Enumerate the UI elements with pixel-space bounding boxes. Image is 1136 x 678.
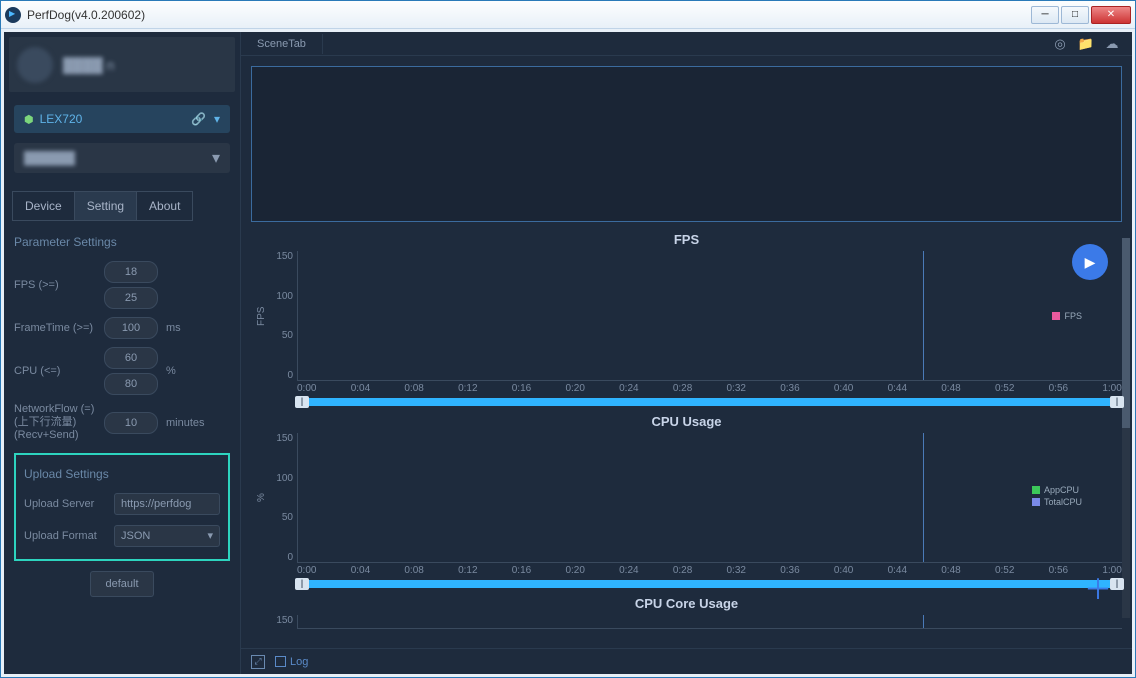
cpu-chart: CPU Usage % 150 100 50 0 AppCPU: [251, 414, 1122, 588]
bottom-bar: ⤢ Log: [241, 648, 1132, 674]
slider-handle-left[interactable]: ║: [295, 396, 309, 408]
cpu-slider[interactable]: ║ ║: [297, 580, 1122, 588]
fps-label: FPS (>=): [14, 279, 104, 291]
parameter-settings-title: Parameter Settings: [14, 235, 230, 249]
sidebar-tabs: Device Setting About: [12, 191, 232, 221]
link-icon: 🔗: [191, 112, 206, 126]
avatar-icon: [17, 47, 53, 83]
app-selector[interactable]: ██████ ▾: [14, 143, 230, 173]
upload-format-label: Upload Format: [24, 530, 114, 542]
app-body: ████ n ⬢ LEX720 🔗 ▾ ██████ ▾ Device Sett…: [1, 29, 1135, 677]
default-button[interactable]: default: [90, 571, 153, 597]
tab-setting[interactable]: Setting: [74, 191, 137, 221]
cpu-input-1[interactable]: [104, 347, 158, 369]
folder-icon[interactable]: 📁: [1078, 36, 1094, 52]
location-icon[interactable]: ◎: [1052, 36, 1068, 52]
upload-format-row: Upload Format JSON ▾: [24, 525, 220, 547]
cpu-yticks: 150 100 50 0: [267, 433, 297, 563]
core-plot[interactable]: [297, 615, 1122, 629]
add-chart-button[interactable]: ＋: [1084, 568, 1112, 608]
fps-input-1[interactable]: [104, 261, 158, 283]
slider-handle-right[interactable]: ║: [1110, 396, 1124, 408]
top-tabs: SceneTab ◎ 📁 ☁: [241, 32, 1132, 56]
param-frametime: FrameTime (>=) ms: [14, 317, 230, 339]
slider-handle-right[interactable]: ║: [1110, 578, 1124, 590]
upload-format-select[interactable]: JSON ▾: [114, 525, 220, 547]
network-label: NetworkFlow (=) (上下行流量) (Recv+Send): [14, 403, 104, 443]
profile-card[interactable]: ████ n: [9, 37, 235, 92]
network-unit: minutes: [166, 417, 205, 429]
core-chart: CPU Core Usage 150: [251, 596, 1122, 629]
fps-yticks: 150 100 50 0: [267, 251, 297, 381]
scrollbar[interactable]: [1122, 238, 1130, 618]
param-network: NetworkFlow (=) (上下行流量) (Recv+Send) minu…: [14, 403, 230, 443]
upload-settings-title: Upload Settings: [24, 467, 220, 481]
slider-handle-left[interactable]: ║: [295, 578, 309, 590]
frametime-input[interactable]: [104, 317, 158, 339]
android-icon: ⬢: [24, 113, 34, 126]
window-title: PerfDog(v4.0.200602): [27, 8, 1031, 22]
cloud-icon[interactable]: ☁: [1104, 36, 1120, 52]
device-selector[interactable]: ⬢ LEX720 🔗 ▾: [14, 105, 230, 133]
cpu-unit: %: [166, 365, 176, 377]
fps-xticks: 0:000:040:080:120:160:200:240:280:320:36…: [297, 383, 1122, 394]
chevron-down-icon: ▾: [212, 148, 220, 168]
upload-format-value: JSON: [121, 530, 150, 542]
network-input[interactable]: [104, 412, 158, 434]
fps-input-2[interactable]: [104, 287, 158, 309]
log-checkbox[interactable]: Log: [275, 656, 308, 668]
preview-area: [251, 66, 1122, 222]
fps-ylabel: FPS: [251, 251, 267, 381]
tab-about[interactable]: About: [136, 191, 193, 221]
fps-chart: FPS FPS 150 100 50 0 FPS: [251, 232, 1122, 406]
cpu-input-2[interactable]: [104, 373, 158, 395]
fps-slider[interactable]: ║ ║: [297, 398, 1122, 406]
chevron-down-icon: ▾: [207, 529, 213, 542]
charts-area: ▶ FPS FPS 150 100 50 0: [241, 232, 1132, 648]
app-window: PerfDog(v4.0.200602) ─ □ ✕ ████ n ⬢ LEX7…: [0, 0, 1136, 678]
sidebar: ████ n ⬢ LEX720 🔗 ▾ ██████ ▾ Device Sett…: [4, 32, 241, 674]
minimize-button[interactable]: ─: [1031, 6, 1059, 24]
upload-server-row: Upload Server: [24, 493, 220, 515]
app-icon: [5, 7, 21, 23]
window-controls: ─ □ ✕: [1031, 6, 1131, 24]
titlebar: PerfDog(v4.0.200602) ─ □ ✕: [1, 1, 1135, 29]
param-fps: FPS (>=): [14, 261, 230, 309]
maximize-button[interactable]: □: [1061, 6, 1089, 24]
fps-marker: [923, 251, 924, 380]
scene-tab[interactable]: SceneTab: [241, 34, 323, 54]
param-cpu: CPU (<=) %: [14, 347, 230, 395]
frametime-label: FrameTime (>=): [14, 322, 104, 334]
upload-server-label: Upload Server: [24, 498, 114, 510]
fps-legend: FPS: [1052, 311, 1082, 323]
cpu-legend: AppCPU TotalCPU: [1032, 485, 1082, 509]
expand-icon[interactable]: ⤢: [251, 655, 265, 669]
upload-settings-box: Upload Settings Upload Server Upload For…: [14, 453, 230, 561]
settings-panel: Parameter Settings FPS (>=) FrameTime (>…: [4, 221, 240, 674]
cpu-label: CPU (<=): [14, 365, 104, 377]
cpu-marker: [923, 433, 924, 562]
fps-chart-title: FPS: [251, 232, 1122, 247]
core-chart-title: CPU Core Usage: [251, 596, 1122, 611]
cpu-xticks: 0:000:040:080:120:160:200:240:280:320:36…: [297, 565, 1122, 576]
log-label: Log: [290, 656, 308, 668]
close-button[interactable]: ✕: [1091, 6, 1131, 24]
frametime-unit: ms: [166, 322, 181, 334]
selected-app: ██████: [24, 151, 212, 165]
cpu-plot[interactable]: AppCPU TotalCPU: [297, 433, 1122, 563]
main-panel: SceneTab ◎ 📁 ☁ ▶ FPS FPS 150: [241, 32, 1132, 674]
upload-server-input[interactable]: [114, 493, 220, 515]
checkbox-icon: [275, 656, 286, 667]
fps-plot[interactable]: FPS: [297, 251, 1122, 381]
top-icons: ◎ 📁 ☁: [1052, 36, 1132, 52]
cpu-ylabel: %: [251, 433, 267, 563]
tab-device[interactable]: Device: [12, 191, 75, 221]
chevron-down-icon: ▾: [214, 112, 220, 126]
profile-name: ████ n: [63, 57, 114, 73]
play-button[interactable]: ▶: [1072, 244, 1108, 280]
cpu-chart-title: CPU Usage: [251, 414, 1122, 429]
device-name: LEX720: [40, 112, 83, 126]
